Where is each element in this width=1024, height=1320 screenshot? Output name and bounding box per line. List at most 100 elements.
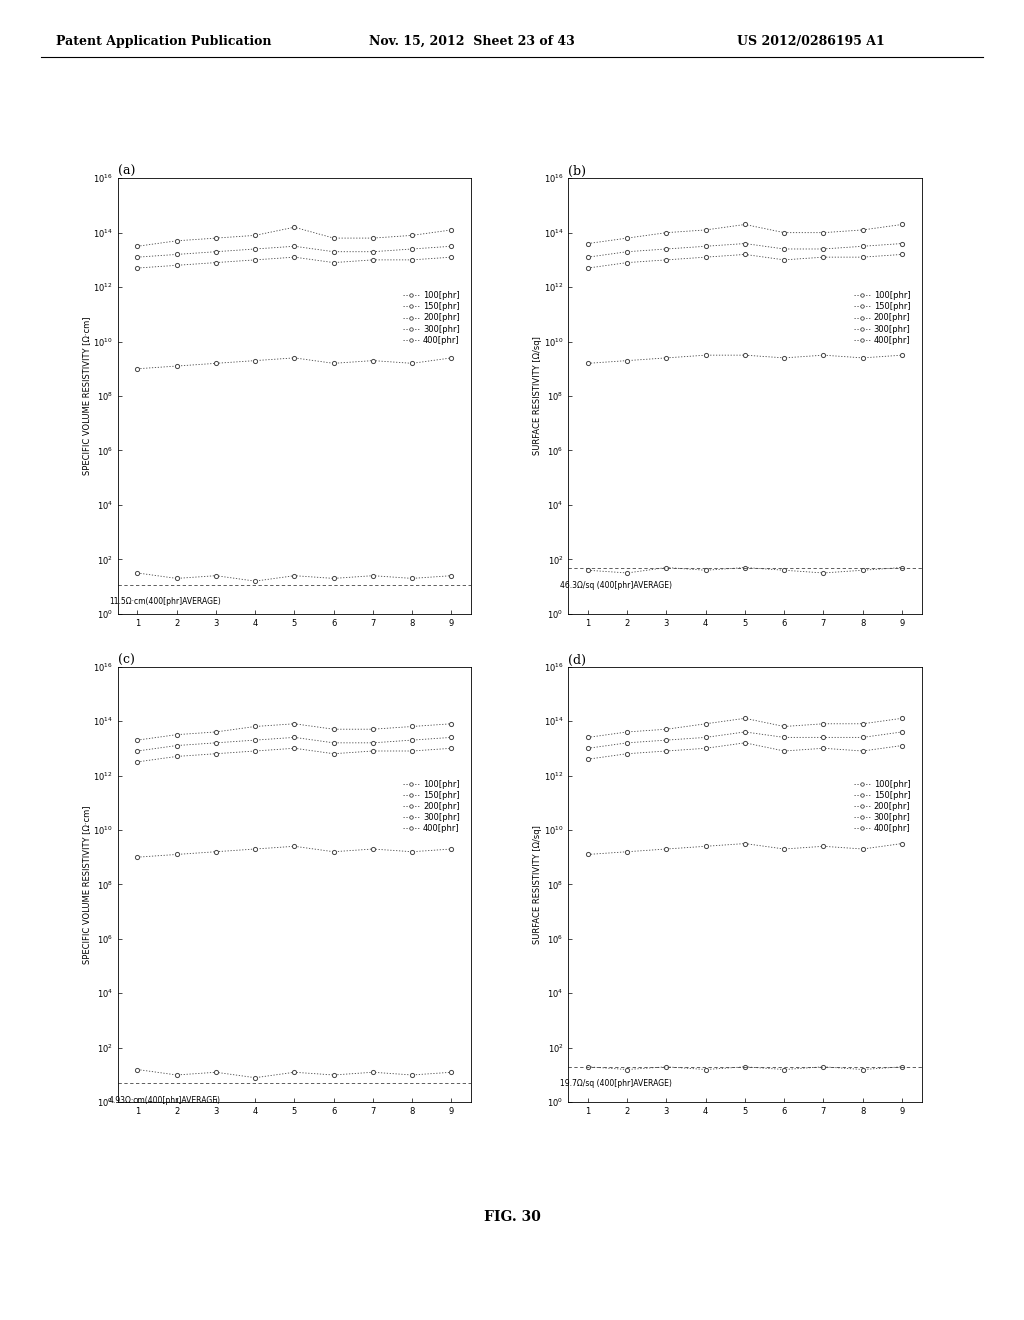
150[phr] [621, 244, 633, 260]
400[phr] [445, 568, 458, 583]
100[phr] [621, 723, 633, 739]
400[phr] [621, 1061, 633, 1077]
200[phr] [289, 249, 301, 265]
200[phr] [131, 260, 143, 276]
100[phr] [856, 222, 868, 238]
Text: US 2012/0286195 A1: US 2012/0286195 A1 [737, 34, 885, 48]
Legend: 100[phr], 150[phr], 200[phr], 300[phr], 400[phr]: 100[phr], 150[phr], 200[phr], 300[phr], … [854, 292, 910, 345]
150[phr] [289, 730, 301, 746]
Line: 150[phr]: 150[phr] [135, 735, 454, 754]
300[phr] [778, 350, 791, 366]
Text: 11.5Ω·cm(400[phr]AVERAGE): 11.5Ω·cm(400[phr]AVERAGE) [110, 598, 221, 606]
150[phr] [210, 244, 222, 260]
300[phr] [249, 352, 261, 368]
Line: 200[phr]: 200[phr] [586, 741, 904, 762]
150[phr] [367, 244, 379, 260]
150[phr] [660, 733, 673, 748]
Line: 200[phr]: 200[phr] [586, 252, 904, 271]
100[phr] [249, 227, 261, 243]
100[phr] [739, 216, 752, 232]
200[phr] [817, 741, 829, 756]
100[phr] [406, 227, 418, 243]
100[phr] [367, 721, 379, 737]
Line: 100[phr]: 100[phr] [586, 222, 904, 246]
200[phr] [621, 746, 633, 762]
300[phr] [699, 347, 712, 363]
200[phr] [170, 748, 182, 764]
Line: 400[phr]: 400[phr] [586, 565, 904, 576]
200[phr] [699, 741, 712, 756]
400[phr] [739, 560, 752, 576]
Y-axis label: SURFACE RESISTIVITY [Ω/sq]: SURFACE RESISTIVITY [Ω/sq] [534, 337, 542, 455]
150[phr] [210, 735, 222, 751]
400[phr] [699, 1061, 712, 1077]
100[phr] [249, 718, 261, 734]
300[phr] [367, 841, 379, 857]
150[phr] [856, 730, 868, 746]
400[phr] [406, 1067, 418, 1082]
100[phr] [328, 230, 340, 246]
200[phr] [328, 746, 340, 762]
300[phr] [445, 350, 458, 366]
100[phr] [582, 730, 594, 746]
300[phr] [445, 841, 458, 857]
Line: 150[phr]: 150[phr] [586, 730, 904, 750]
200[phr] [131, 754, 143, 770]
200[phr] [582, 260, 594, 276]
200[phr] [896, 247, 908, 263]
400[phr] [621, 565, 633, 581]
Text: 4.93Ω·cm(400[phr]AVERAGE): 4.93Ω·cm(400[phr]AVERAGE) [110, 1096, 221, 1105]
150[phr] [856, 239, 868, 255]
150[phr] [817, 730, 829, 746]
100[phr] [445, 222, 458, 238]
300[phr] [660, 350, 673, 366]
150[phr] [367, 735, 379, 751]
100[phr] [817, 224, 829, 240]
Y-axis label: SPECIFIC VOLUME RESISTIVITY [Ω·cm]: SPECIFIC VOLUME RESISTIVITY [Ω·cm] [83, 805, 91, 964]
Legend: 100[phr], 150[phr], 200[phr], 300[phr], 400[phr]: 100[phr], 150[phr], 200[phr], 300[phr], … [403, 292, 460, 345]
400[phr] [249, 573, 261, 589]
100[phr] [660, 721, 673, 737]
300[phr] [289, 350, 301, 366]
100[phr] [210, 723, 222, 739]
150[phr] [699, 730, 712, 746]
150[phr] [778, 242, 791, 257]
Text: Nov. 15, 2012  Sheet 23 of 43: Nov. 15, 2012 Sheet 23 of 43 [369, 34, 574, 48]
Line: 200[phr]: 200[phr] [135, 746, 454, 764]
150[phr] [817, 242, 829, 257]
200[phr] [289, 741, 301, 756]
Line: 300[phr]: 300[phr] [135, 356, 454, 371]
100[phr] [367, 230, 379, 246]
100[phr] [131, 239, 143, 255]
400[phr] [817, 1059, 829, 1074]
300[phr] [406, 355, 418, 371]
300[phr] [660, 841, 673, 857]
300[phr] [739, 347, 752, 363]
100[phr] [699, 715, 712, 731]
400[phr] [856, 1061, 868, 1077]
Line: 400[phr]: 400[phr] [135, 570, 454, 583]
300[phr] [289, 838, 301, 854]
Text: (c): (c) [118, 653, 134, 667]
150[phr] [778, 730, 791, 746]
300[phr] [856, 350, 868, 366]
200[phr] [621, 255, 633, 271]
150[phr] [131, 743, 143, 759]
Line: 300[phr]: 300[phr] [586, 352, 904, 366]
200[phr] [210, 255, 222, 271]
400[phr] [170, 570, 182, 586]
150[phr] [406, 733, 418, 748]
400[phr] [896, 1059, 908, 1074]
400[phr] [445, 1064, 458, 1080]
Line: 150[phr]: 150[phr] [586, 242, 904, 259]
300[phr] [896, 347, 908, 363]
100[phr] [817, 715, 829, 731]
300[phr] [170, 846, 182, 862]
Line: 300[phr]: 300[phr] [135, 845, 454, 859]
150[phr] [896, 723, 908, 739]
400[phr] [660, 560, 673, 576]
150[phr] [739, 235, 752, 251]
100[phr] [445, 715, 458, 731]
100[phr] [896, 710, 908, 726]
200[phr] [817, 249, 829, 265]
